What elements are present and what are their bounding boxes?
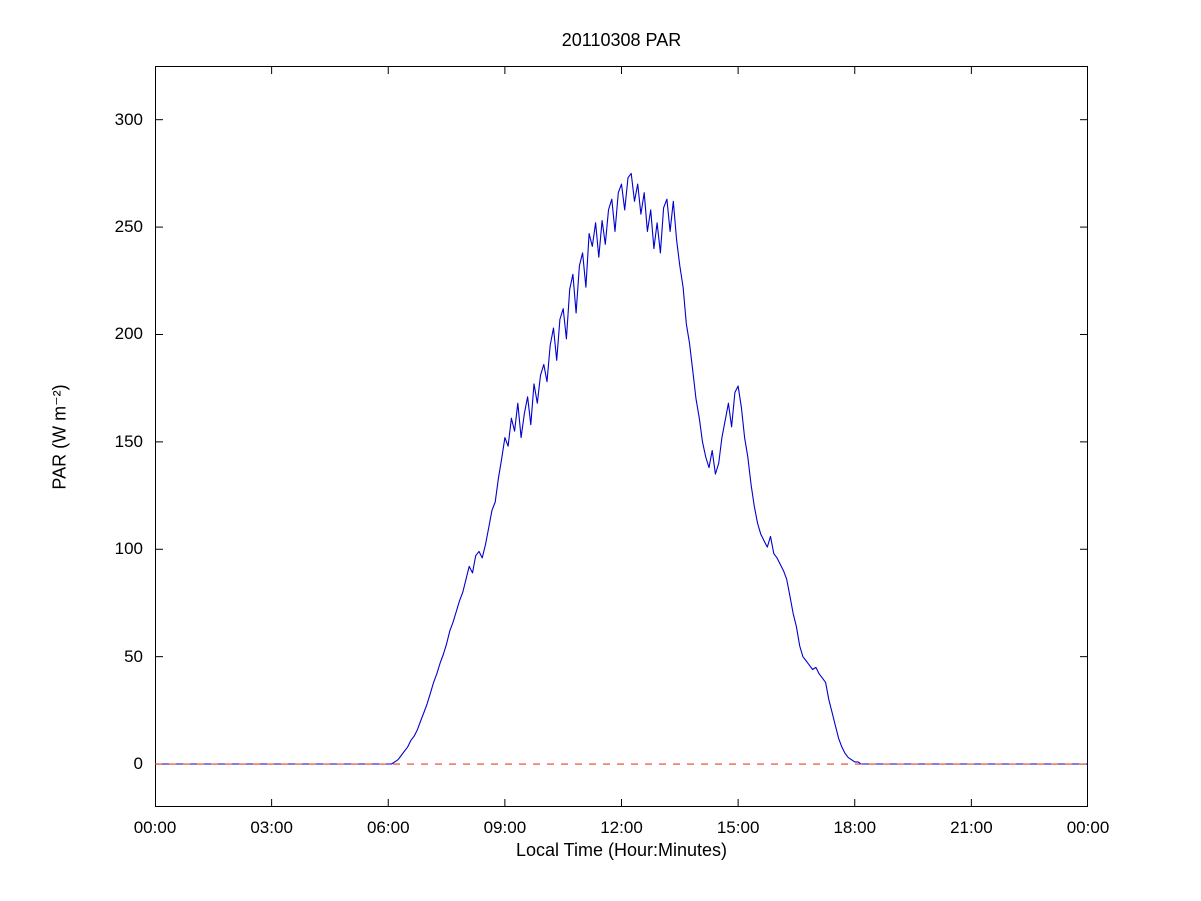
chart-title: 20110308 PAR xyxy=(561,30,682,50)
par-series-line xyxy=(155,172,1088,765)
y-tick-label: 250 xyxy=(114,217,143,237)
y-tick-label: 100 xyxy=(114,539,143,559)
x-tick-label: 00:00 xyxy=(133,818,177,837)
y-axis-label: PAR (W m⁻²) xyxy=(49,384,70,490)
x-tick-label: 18:00 xyxy=(833,818,877,837)
plot-area: 00:00 03:00 06:00 09:00 12:00 15:00 18:00 21:00… xyxy=(115,66,1109,837)
y-tick-label: 200 xyxy=(114,324,143,344)
y-tick-label: 300 xyxy=(114,109,143,129)
x-axis-label: Local Time (Hour:Minutes) xyxy=(515,840,728,860)
axes-box xyxy=(155,66,1088,807)
y-tick-label: 50 xyxy=(124,646,143,666)
x-tick-label: 12:00 xyxy=(600,818,643,837)
x-tick-label: 21:00 xyxy=(950,818,993,837)
x-tick-label: 15:00 xyxy=(716,818,760,837)
x-tick-label: 00:00 xyxy=(1066,818,1110,837)
x-tick-label: 03:00 xyxy=(250,818,293,837)
y-tick-label: 0 xyxy=(133,754,143,774)
chart-canvas xyxy=(155,66,1088,807)
x-tick-label: 09:00 xyxy=(483,818,527,837)
x-tick-label: 06:00 xyxy=(366,818,410,837)
y-tick-label: 150 xyxy=(114,431,143,451)
